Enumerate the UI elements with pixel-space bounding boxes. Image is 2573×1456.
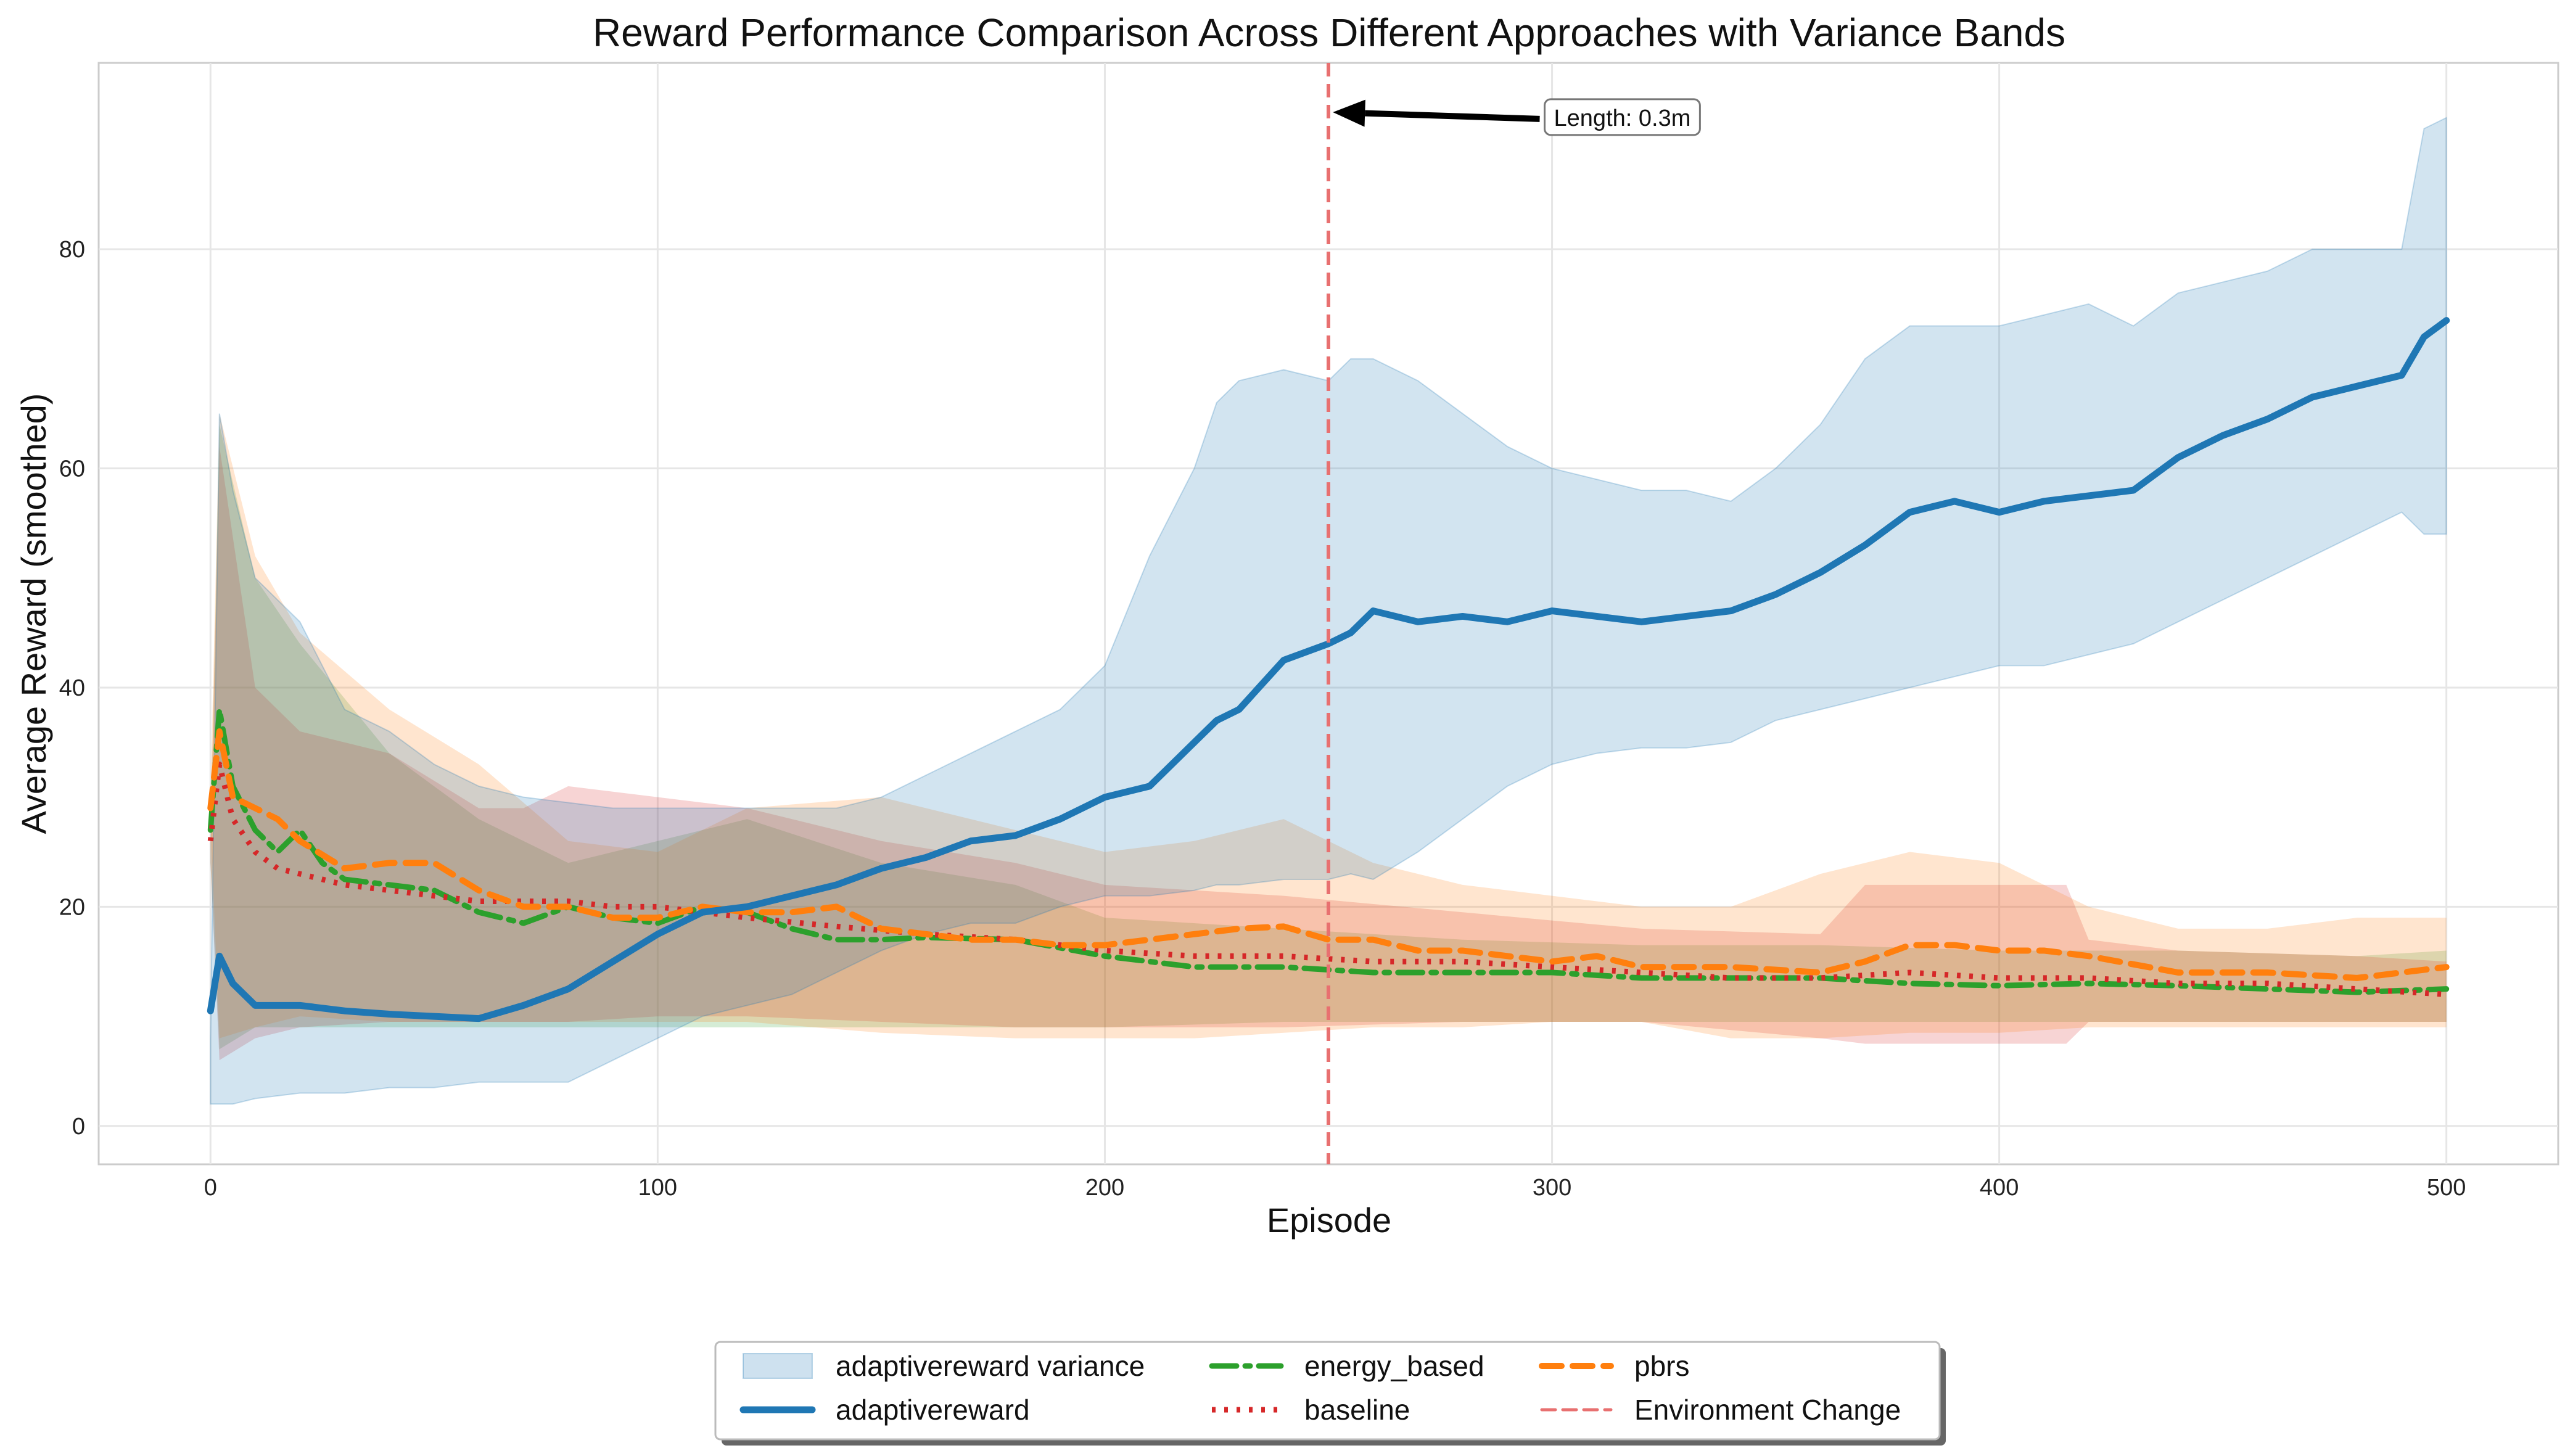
legend-item-environment-change: Environment Change [1540,1394,1901,1426]
adaptivereward-line [207,317,2450,1022]
variance-bands-other [210,413,2447,1061]
legend-box [714,1341,1941,1441]
x-tick-label: 300 [1533,1175,1571,1201]
legend-label: adaptivereward variance [836,1350,1145,1382]
legend-item-adaptivereward-variance: adaptivereward variance [743,1350,1145,1382]
legend-swatch [743,1353,813,1379]
energy_based-line [207,706,2450,995]
y-tick-label: 60 [59,456,85,482]
x-tick-label: 200 [1085,1175,1124,1201]
y-tick-label: 20 [59,894,85,920]
y-tick-label: 40 [59,675,85,701]
legend-label: energy_based [1304,1350,1484,1382]
legend-item-energy-based: energy_based [1209,1350,1484,1382]
annotation-arrow-head [1333,99,1365,127]
grid-lines [99,63,2558,1164]
y-tick-label: 80 [59,237,85,263]
legend-label: Environment Change [1634,1394,1901,1426]
annotation-label: Length: 0.3m [1554,105,1691,131]
annotation: Length: 0.3m [1333,98,1701,136]
x-tick-label: 400 [1980,1175,2019,1201]
annotation-box [1544,98,1701,136]
baseline-variance-band [210,446,2447,1061]
legend-items: adaptivereward variance adaptivereward ene… [739,1350,1901,1426]
legend-label: adaptivereward [836,1394,1030,1426]
pbrs-line [207,728,2450,981]
pbrs-variance-band [210,413,2447,1039]
legend: adaptivereward variance adaptivereward ene… [714,1341,1946,1446]
y-tick-label: 0 [72,1114,85,1140]
legend-label: pbrs [1634,1350,1689,1382]
chart-title: Reward Performance Comparison Across Dif… [593,10,2065,55]
annotation-arrow-shaft [1365,110,1540,122]
x-tick-label: 0 [204,1175,217,1201]
y-axis-title: Average Reward (smoothed) [14,393,53,834]
x-tick-label: 500 [2427,1175,2466,1201]
legend-label: baseline [1304,1394,1410,1426]
legend-item-pbrs: pbrs [1539,1350,1689,1382]
tick-labels: 0 100 200 300 400 500 0 20 40 60 80 [59,237,2466,1201]
legend-item-baseline: baseline [1212,1394,1410,1426]
series-lines [207,317,2450,1022]
x-tick-label: 100 [638,1175,677,1201]
legend-item-adaptivereward: adaptivereward [739,1394,1030,1426]
energy_based-variance-band [210,424,2447,1050]
x-axis-title: Episode [1267,1201,1391,1240]
